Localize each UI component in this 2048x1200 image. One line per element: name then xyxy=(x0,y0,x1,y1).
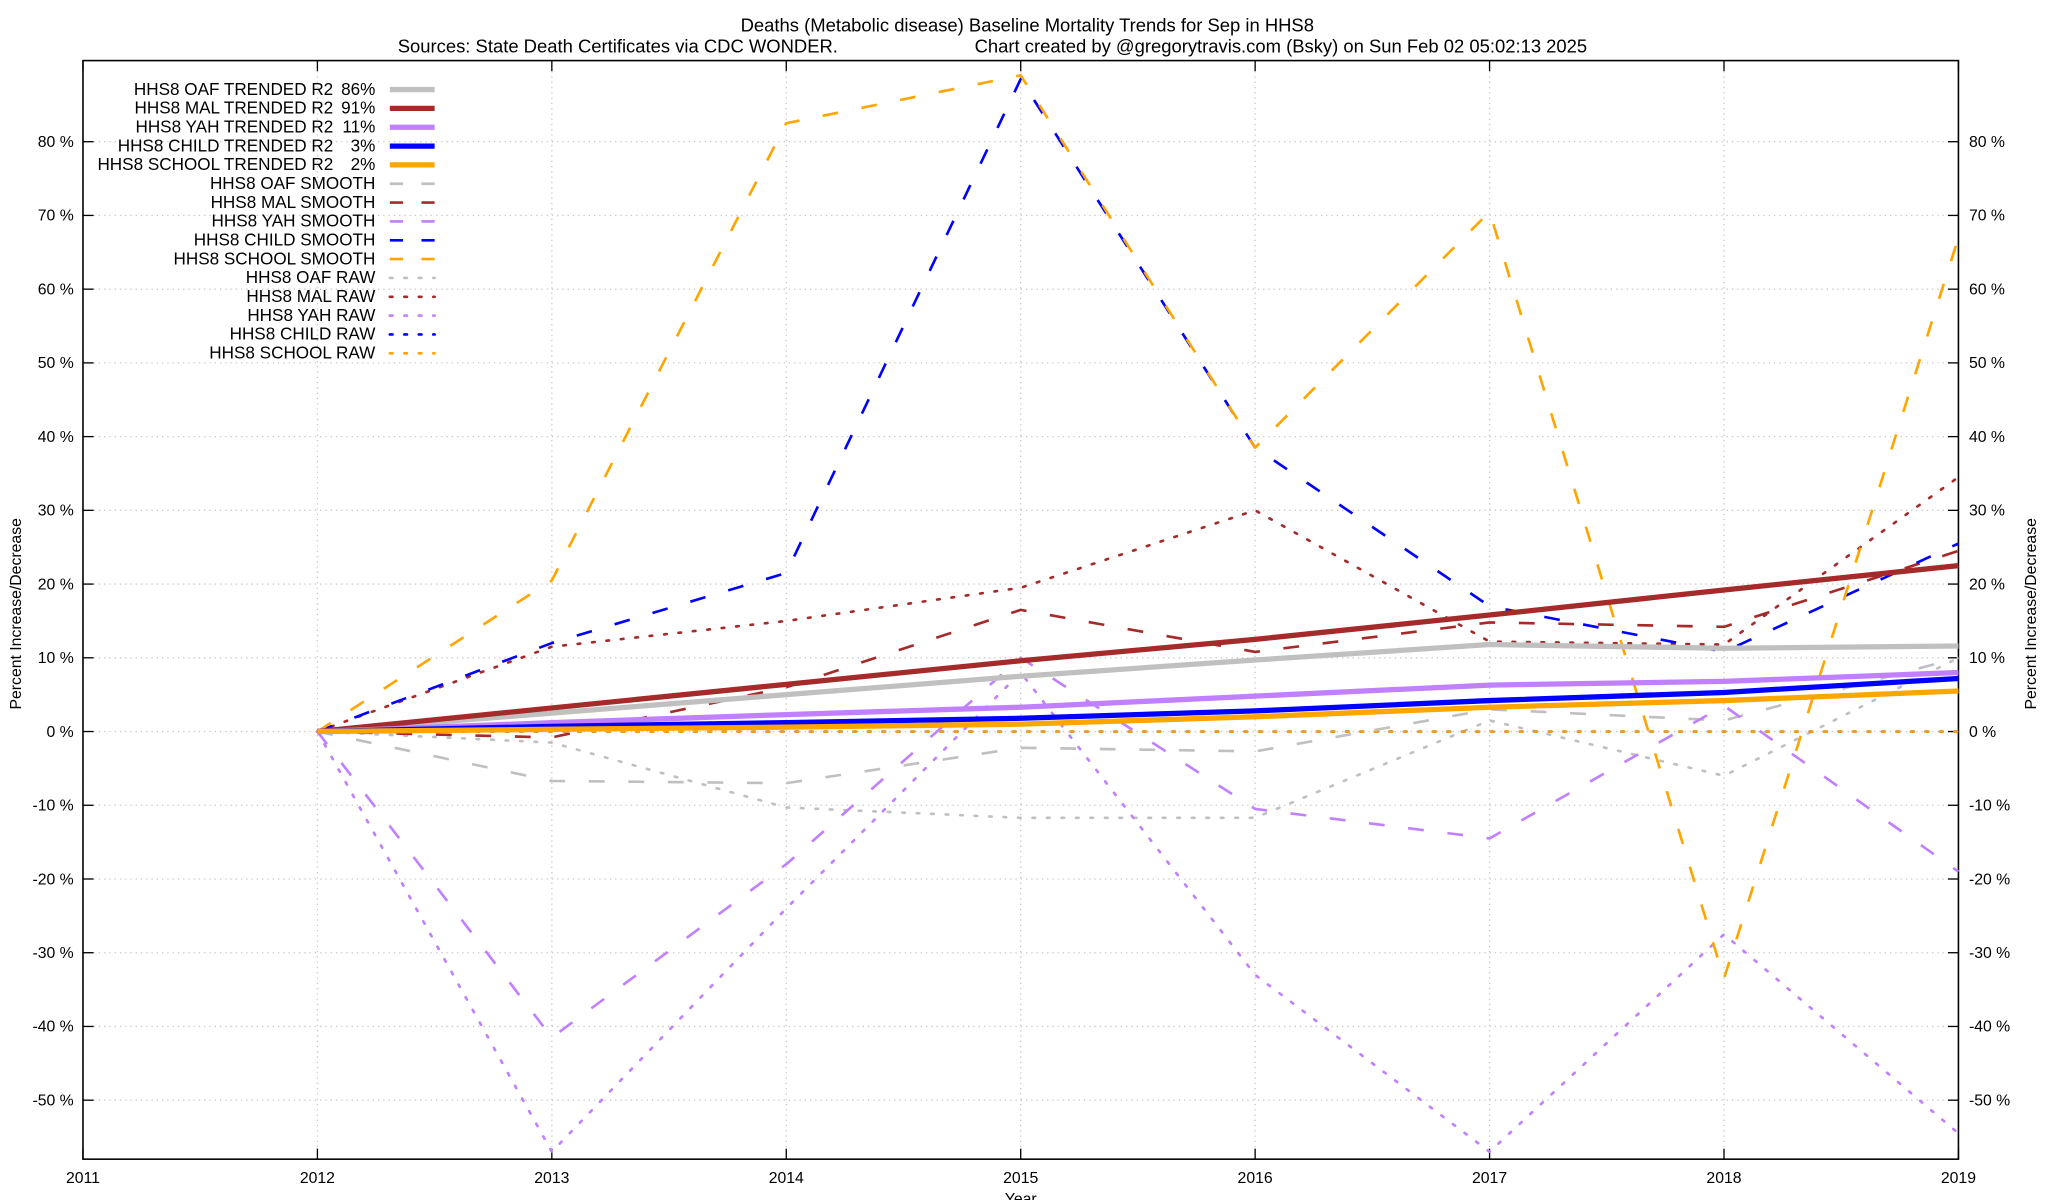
x-tick-label: 2011 xyxy=(66,1170,100,1187)
legend-entry: HHS8 OAF SMOOTH xyxy=(210,174,435,193)
x-axis-label: Year xyxy=(1005,1191,1037,1200)
x-tick-label: 2016 xyxy=(1238,1170,1273,1187)
legend-entry: HHS8 SCHOOL TRENDED R2 2% xyxy=(97,155,435,174)
y-tick-label: 10 % xyxy=(38,650,74,667)
legend-entry: HHS8 SCHOOL SMOOTH xyxy=(174,249,435,268)
axes: 80 % 80 % 70 % 70 % 60 % 60 % 50 % 50 % 40 % 40 %… xyxy=(32,59,2010,1187)
legend-label: HHS8 MAL RAW xyxy=(246,287,376,306)
series-line-hhs8-child-trended-r2 xyxy=(317,675,1959,735)
series-lines xyxy=(316,74,1960,1154)
series-line-hhs8-yah-trended-r2 xyxy=(317,669,1959,735)
series-line-hhs8-school-smooth xyxy=(316,74,1960,980)
y-tick-label: 50 % xyxy=(38,355,74,372)
y-tick-label-right: -50 % xyxy=(1969,1092,2010,1109)
y-tick-label-right: 30 % xyxy=(1969,503,2005,520)
series-line-hhs8-oaf-trended-r2 xyxy=(317,641,1959,735)
series-line-hhs8-mal-trended-r2 xyxy=(317,563,1959,735)
y-tick-label: 20 % xyxy=(38,576,74,593)
legend-entry: HHS8 CHILD TRENDED R2 3% xyxy=(118,136,435,155)
series-line-hhs8-yah-raw xyxy=(316,671,1960,1154)
legend-entry: HHS8 SCHOOL RAW xyxy=(209,344,436,363)
chart-subtitle-credit: Chart created by @gregorytravis.com (Bsk… xyxy=(975,36,1588,57)
x-tick-label: 2015 xyxy=(1003,1170,1038,1187)
x-tick-label: 2013 xyxy=(534,1170,569,1187)
legend-label: HHS8 OAF RAW xyxy=(246,268,376,287)
legend-entry: HHS8 OAF TRENDED R2 86% xyxy=(134,80,435,99)
y-tick-label: -20 % xyxy=(32,871,73,888)
y-tick-label-right: 50 % xyxy=(1969,355,2005,372)
legend-label: HHS8 CHILD TRENDED R2 xyxy=(118,136,333,155)
y-tick-label-right: -40 % xyxy=(1969,1019,2010,1036)
y-tick-label-right: 20 % xyxy=(1969,576,2005,593)
legend-r2-value: 2% xyxy=(351,155,376,174)
legend-entry: HHS8 CHILD RAW xyxy=(230,325,436,344)
legend-label: HHS8 OAF TRENDED R2 xyxy=(134,80,333,99)
y-tick-label: 0 % xyxy=(47,724,74,741)
legend-label: HHS8 SCHOOL TRENDED R2 xyxy=(97,155,333,174)
legend-label: HHS8 YAH SMOOTH xyxy=(212,212,376,231)
y-tick-label-right: -20 % xyxy=(1969,871,2010,888)
x-tick-label: 2012 xyxy=(300,1170,335,1187)
x-tick-label: 2017 xyxy=(1472,1170,1507,1187)
legend-entry: HHS8 YAH RAW xyxy=(247,306,436,325)
chart-subtitle-sources: Sources: State Death Certificates via CD… xyxy=(398,36,838,57)
y-axis-label-left: Percent Increase/Decrease xyxy=(8,518,25,710)
legend-r2-value: 3% xyxy=(351,136,376,155)
x-tick-label: 2019 xyxy=(1941,1170,1976,1187)
legend-label: HHS8 SCHOOL SMOOTH xyxy=(174,249,376,268)
y-axis-label-right: Percent Increase/Decrease xyxy=(2023,518,2040,710)
legend-entry: HHS8 MAL RAW xyxy=(246,287,436,306)
y-tick-label: -10 % xyxy=(32,798,73,815)
series-line-hhs8-mal-smooth xyxy=(317,549,1959,739)
series-line-hhs8-child-smooth xyxy=(316,77,1959,733)
legend-entry: HHS8 YAH TRENDED R2 11% xyxy=(135,118,435,137)
y-tick-label: -40 % xyxy=(32,1019,73,1036)
legend-entry: HHS8 YAH SMOOTH xyxy=(212,212,435,231)
legend-r2-value: 91% xyxy=(341,99,375,118)
y-tick-label-right: -30 % xyxy=(1969,945,2010,962)
x-tick-label: 2014 xyxy=(769,1170,804,1187)
y-tick-label: 70 % xyxy=(38,208,74,225)
y-tick-label-right: 70 % xyxy=(1969,208,2005,225)
legend-r2-value: 86% xyxy=(341,80,375,99)
legend-label: HHS8 YAH TRENDED R2 xyxy=(135,118,333,137)
legend-label: HHS8 OAF SMOOTH xyxy=(210,174,375,193)
y-tick-label: 30 % xyxy=(38,503,74,520)
y-tick-label-right: 60 % xyxy=(1969,281,2005,298)
legend-label: HHS8 CHILD SMOOTH xyxy=(194,231,376,250)
y-tick-label: 60 % xyxy=(38,281,74,298)
legend-label: HHS8 SCHOOL RAW xyxy=(209,344,376,363)
legend-entry: HHS8 OAF RAW xyxy=(246,268,436,287)
y-tick-label: -50 % xyxy=(32,1092,73,1109)
legend-label: HHS8 YAH RAW xyxy=(247,306,376,325)
y-tick-label: -30 % xyxy=(32,945,73,962)
legend-entry: HHS8 CHILD SMOOTH xyxy=(194,231,435,250)
chart-title: Deaths (Metabolic disease) Baseline Mort… xyxy=(741,15,1314,36)
y-tick-label-right: 10 % xyxy=(1969,650,2005,667)
y-tick-label: 40 % xyxy=(38,429,74,446)
y-tick-label-right: 40 % xyxy=(1969,429,2005,446)
legend-label: HHS8 MAL SMOOTH xyxy=(211,193,376,212)
legend-entry: HHS8 MAL TRENDED R2 91% xyxy=(135,99,435,118)
legend-entry: HHS8 MAL SMOOTH xyxy=(211,193,435,212)
y-tick-label-right: -10 % xyxy=(1969,798,2010,815)
series-line-hhs8-oaf-raw xyxy=(316,656,1960,820)
series-line-hhs8-oaf-smooth xyxy=(317,656,1959,785)
series-line-hhs8-mal-raw xyxy=(316,475,1960,733)
legend-label: HHS8 MAL TRENDED R2 xyxy=(135,99,334,118)
y-tick-label-right: 0 % xyxy=(1969,724,1996,741)
y-tick-label-right: 80 % xyxy=(1969,134,2005,151)
legend: HHS8 OAF TRENDED R2 86%HHS8 MAL TRENDED R… xyxy=(97,80,436,363)
legend-label: HHS8 CHILD RAW xyxy=(230,325,377,344)
legend-r2-value: 11% xyxy=(342,118,375,137)
x-tick-label: 2018 xyxy=(1706,1170,1741,1187)
y-tick-label: 80 % xyxy=(38,134,74,151)
plot-border xyxy=(82,59,1960,1160)
series-line-hhs8-school-trended-r2 xyxy=(317,688,1959,735)
